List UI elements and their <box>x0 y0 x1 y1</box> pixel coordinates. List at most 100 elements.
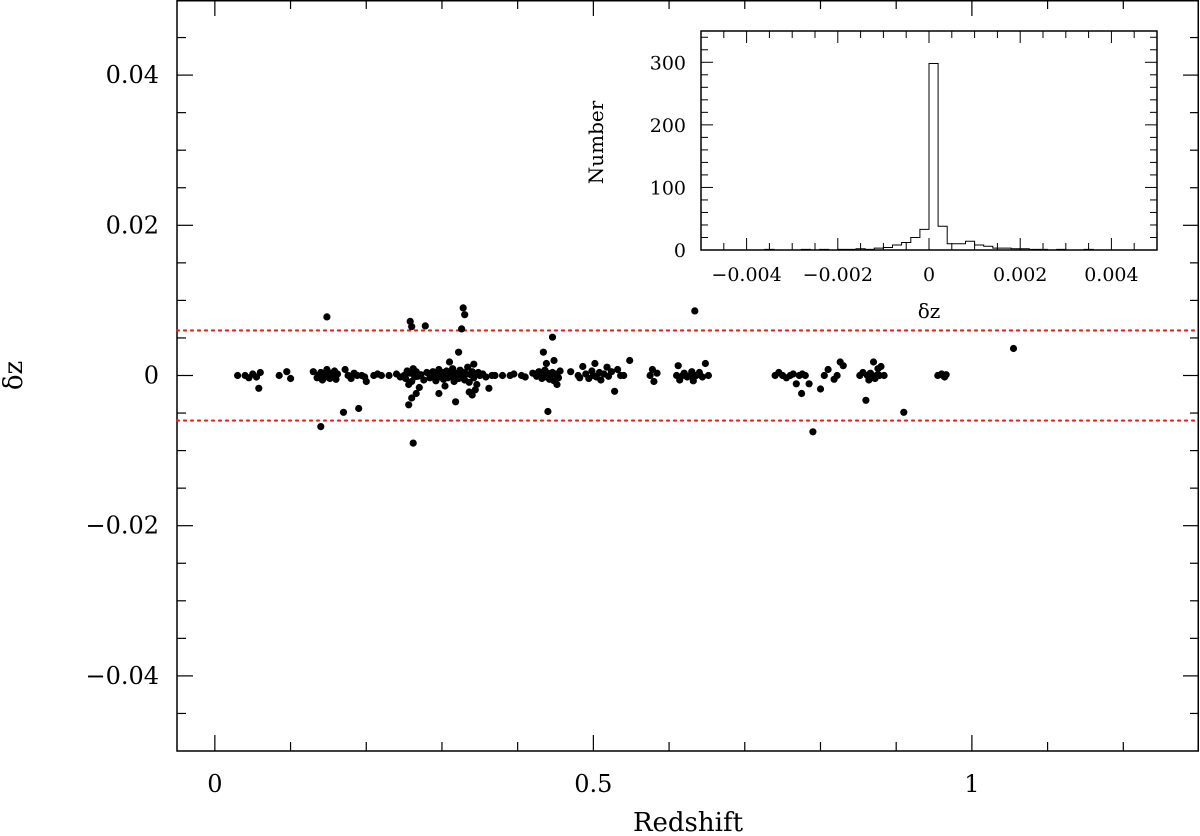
data-point <box>809 428 817 436</box>
data-point <box>362 377 370 386</box>
data-point <box>485 384 493 392</box>
data-point <box>323 313 331 321</box>
data-point <box>567 368 575 376</box>
data-point <box>556 367 564 375</box>
data-point <box>548 333 557 341</box>
main-axis-ticks <box>177 0 1199 751</box>
data-point <box>701 359 710 368</box>
data-point <box>459 304 467 312</box>
y-tick-label: 0.04 <box>106 61 159 89</box>
data-point <box>470 360 478 368</box>
data-point <box>792 380 800 388</box>
data-point <box>691 307 699 315</box>
data-point <box>801 371 809 380</box>
y-tick-label: −0.02 <box>85 512 159 540</box>
data-point <box>498 371 507 380</box>
data-point <box>423 368 431 377</box>
x-axis-title: Redshift <box>633 808 744 836</box>
data-point <box>689 377 697 385</box>
data-point <box>421 322 429 330</box>
data-point <box>317 423 325 431</box>
data-point <box>445 358 454 366</box>
inset-y-tick-label: 200 <box>650 115 686 137</box>
data-point <box>653 369 661 377</box>
inset-x-tick-label: −0.002 <box>803 264 873 286</box>
data-point <box>347 374 355 383</box>
main-reference-lines <box>175 329 1200 422</box>
y-axis-title: δz <box>0 361 29 390</box>
data-point <box>385 371 393 380</box>
data-point <box>452 398 460 406</box>
inset-y-tick-label: 300 <box>650 52 686 74</box>
inset-axis-ticks <box>700 31 1158 251</box>
data-point <box>341 365 349 374</box>
data-point <box>415 383 423 392</box>
data-point <box>491 371 499 380</box>
inset-histogram-panel: −0.004 −0.002 0 0.002 0.004 0 100 200 300 δz Num… <box>584 30 1158 323</box>
data-point <box>455 348 463 356</box>
data-point <box>255 384 263 392</box>
data-point <box>412 389 420 398</box>
data-point <box>674 362 682 370</box>
data-point <box>704 371 713 380</box>
data-point <box>420 376 428 384</box>
data-point <box>576 374 584 382</box>
data-point <box>862 396 870 404</box>
data-point <box>650 377 658 386</box>
x-tick-label: 1 <box>964 770 979 798</box>
data-point <box>839 362 847 370</box>
data-point <box>521 373 529 381</box>
data-point <box>646 371 654 380</box>
data-point <box>554 374 563 382</box>
data-point <box>355 404 363 413</box>
data-point <box>620 371 628 380</box>
data-point <box>234 371 242 380</box>
data-point <box>408 394 416 402</box>
data-point <box>1009 344 1018 353</box>
data-point <box>461 311 469 319</box>
data-point <box>275 371 283 380</box>
data-point <box>405 401 413 409</box>
data-point <box>510 370 518 378</box>
data-point <box>464 363 472 371</box>
data-point <box>539 348 548 356</box>
data-point <box>465 378 473 386</box>
main-tick-labels: 0 0.5 1 0.04 0.02 0 −0.02 −0.04 <box>85 61 979 798</box>
data-point <box>435 389 443 398</box>
data-point <box>626 356 634 365</box>
data-point <box>409 439 417 447</box>
inset-x-axis-title: δz <box>918 299 941 323</box>
inset-tick-labels: −0.004 −0.002 0 0.002 0.004 0 100 200 300 <box>650 52 1139 286</box>
data-point <box>603 363 611 371</box>
data-point <box>544 407 552 416</box>
inset-x-tick-label: 0.004 <box>1084 264 1138 286</box>
data-point <box>611 387 619 395</box>
data-point <box>607 368 616 376</box>
inset-y-axis-title: Number <box>584 100 608 184</box>
x-tick-label: 0.5 <box>574 770 612 798</box>
data-point <box>408 323 416 331</box>
data-point <box>869 358 878 366</box>
data-point <box>458 325 466 333</box>
data-point <box>542 359 551 368</box>
data-point <box>877 362 885 371</box>
data-point <box>339 408 348 416</box>
x-tick-label: 0 <box>207 770 222 798</box>
inset-y-tick-label: 100 <box>650 177 686 199</box>
y-tick-label: 0.02 <box>106 211 159 239</box>
data-point <box>880 371 888 380</box>
data-point <box>377 371 385 380</box>
y-tick-label: −0.04 <box>85 662 159 690</box>
data-point <box>614 365 622 374</box>
data-point <box>553 380 561 389</box>
inset-x-tick-label: 0 <box>923 264 935 286</box>
data-point <box>942 371 950 379</box>
data-point <box>816 385 825 393</box>
main-scatter-points <box>234 304 1018 447</box>
data-point <box>256 368 264 377</box>
data-point <box>579 362 587 371</box>
data-point <box>471 386 479 394</box>
data-point <box>309 368 317 376</box>
data-point <box>287 374 295 383</box>
